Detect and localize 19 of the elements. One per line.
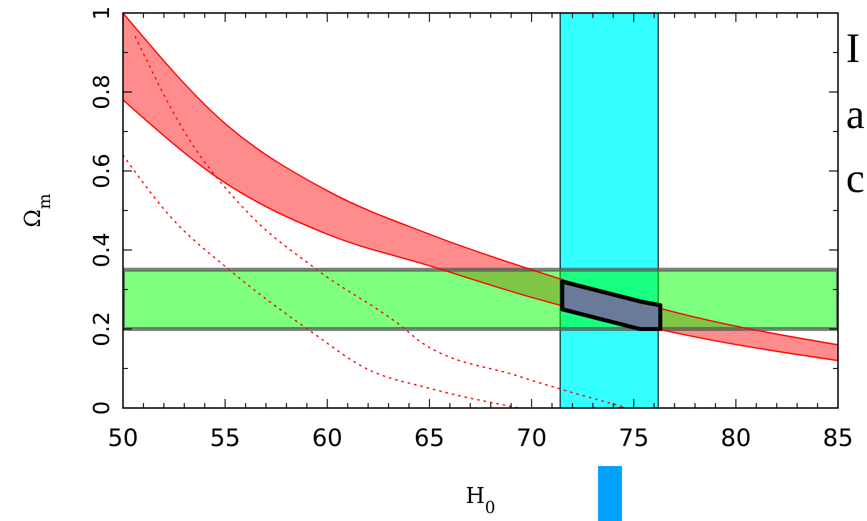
x-tick-label: 50 [108,424,138,452]
y-tick-label: 0.4 [90,232,115,268]
y-tick-label: 0.8 [90,74,115,110]
x-tick-label: 75 [618,424,649,452]
x-tick-label: 65 [414,424,445,452]
y-tick-label: 1 [90,6,115,20]
y-tick-label: 0 [90,401,115,415]
line-series [123,154,520,408]
x-tick-label: 80 [720,424,752,452]
x-axis-title: H$_{0}$ [466,484,496,516]
text: a [846,92,865,138]
x-tick-label: 55 [210,424,240,452]
y-tick-label: 0.6 [90,154,115,188]
x-tick-label: 85 [822,424,854,452]
text: c [846,156,865,202]
text: I [846,26,860,72]
x-tick-label: 60 [312,424,343,452]
x-tick-label: 70 [516,424,547,452]
y-tick-label: 0.2 [90,312,115,346]
